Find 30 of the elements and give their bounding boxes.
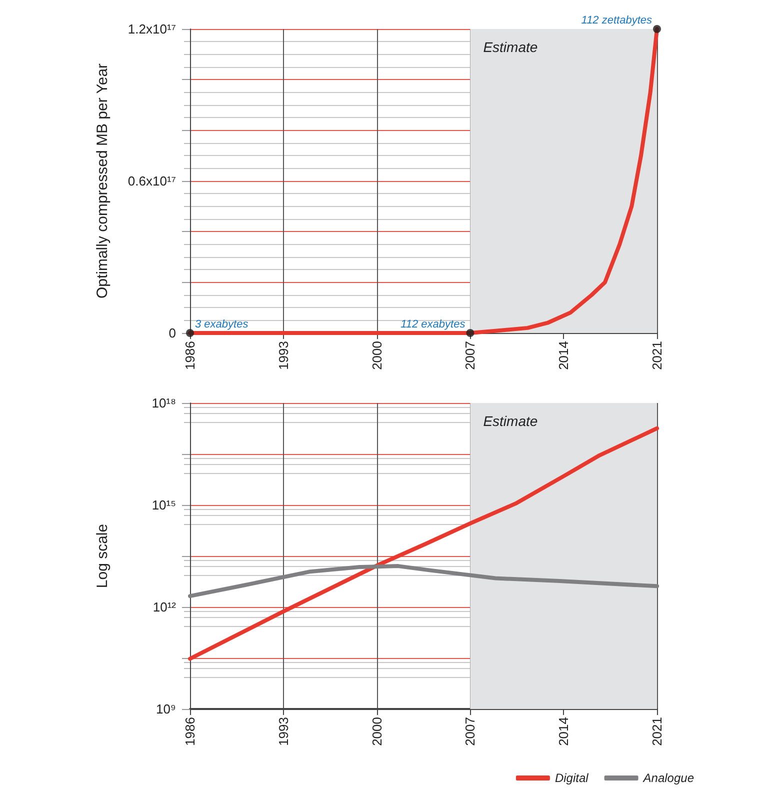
x-tick-label: 2007 — [462, 717, 478, 746]
y-tick-label: 10¹² — [152, 600, 177, 614]
y-tick-label: 10¹⁵ — [152, 498, 176, 512]
x-tick-label: 2021 — [650, 341, 664, 370]
annotation: 112 exabytes — [400, 318, 466, 330]
x-tick-label: 2014 — [556, 341, 572, 370]
y-axis-title: Optimally compressed MB per Year — [94, 63, 111, 299]
legend-label: Analogue — [642, 771, 694, 785]
annotation: 3 exabytes — [195, 318, 249, 330]
x-tick-label: 2021 — [650, 717, 664, 746]
y-tick-label: 0.6x10¹⁷ — [128, 174, 176, 188]
legend-label: Digital — [554, 771, 589, 785]
x-tick-label: 1986 — [182, 717, 198, 746]
band-label: Estimate — [483, 413, 538, 429]
x-tick-label: 2007 — [462, 341, 478, 370]
annotation: 112 zettabytes — [581, 14, 652, 26]
band-label: Estimate — [483, 39, 538, 55]
x-tick-label: 1993 — [276, 341, 291, 370]
x-tick-label: 1986 — [182, 341, 198, 370]
x-tick-label: 1993 — [276, 717, 291, 746]
line-series — [188, 426, 659, 661]
y-tick-label: 0 — [168, 326, 176, 340]
y-axis-title: Log scale — [94, 524, 111, 588]
y-tick-label: 10¹⁸ — [152, 396, 176, 410]
x-tick-label: 2000 — [369, 341, 384, 370]
x-tick-label: 2000 — [369, 717, 384, 746]
line-series — [188, 564, 659, 598]
x-tick-label: 2014 — [556, 717, 572, 746]
y-tick-label: 1.2x10¹⁷ — [128, 22, 176, 36]
y-tick-label: 10⁹ — [156, 702, 176, 716]
